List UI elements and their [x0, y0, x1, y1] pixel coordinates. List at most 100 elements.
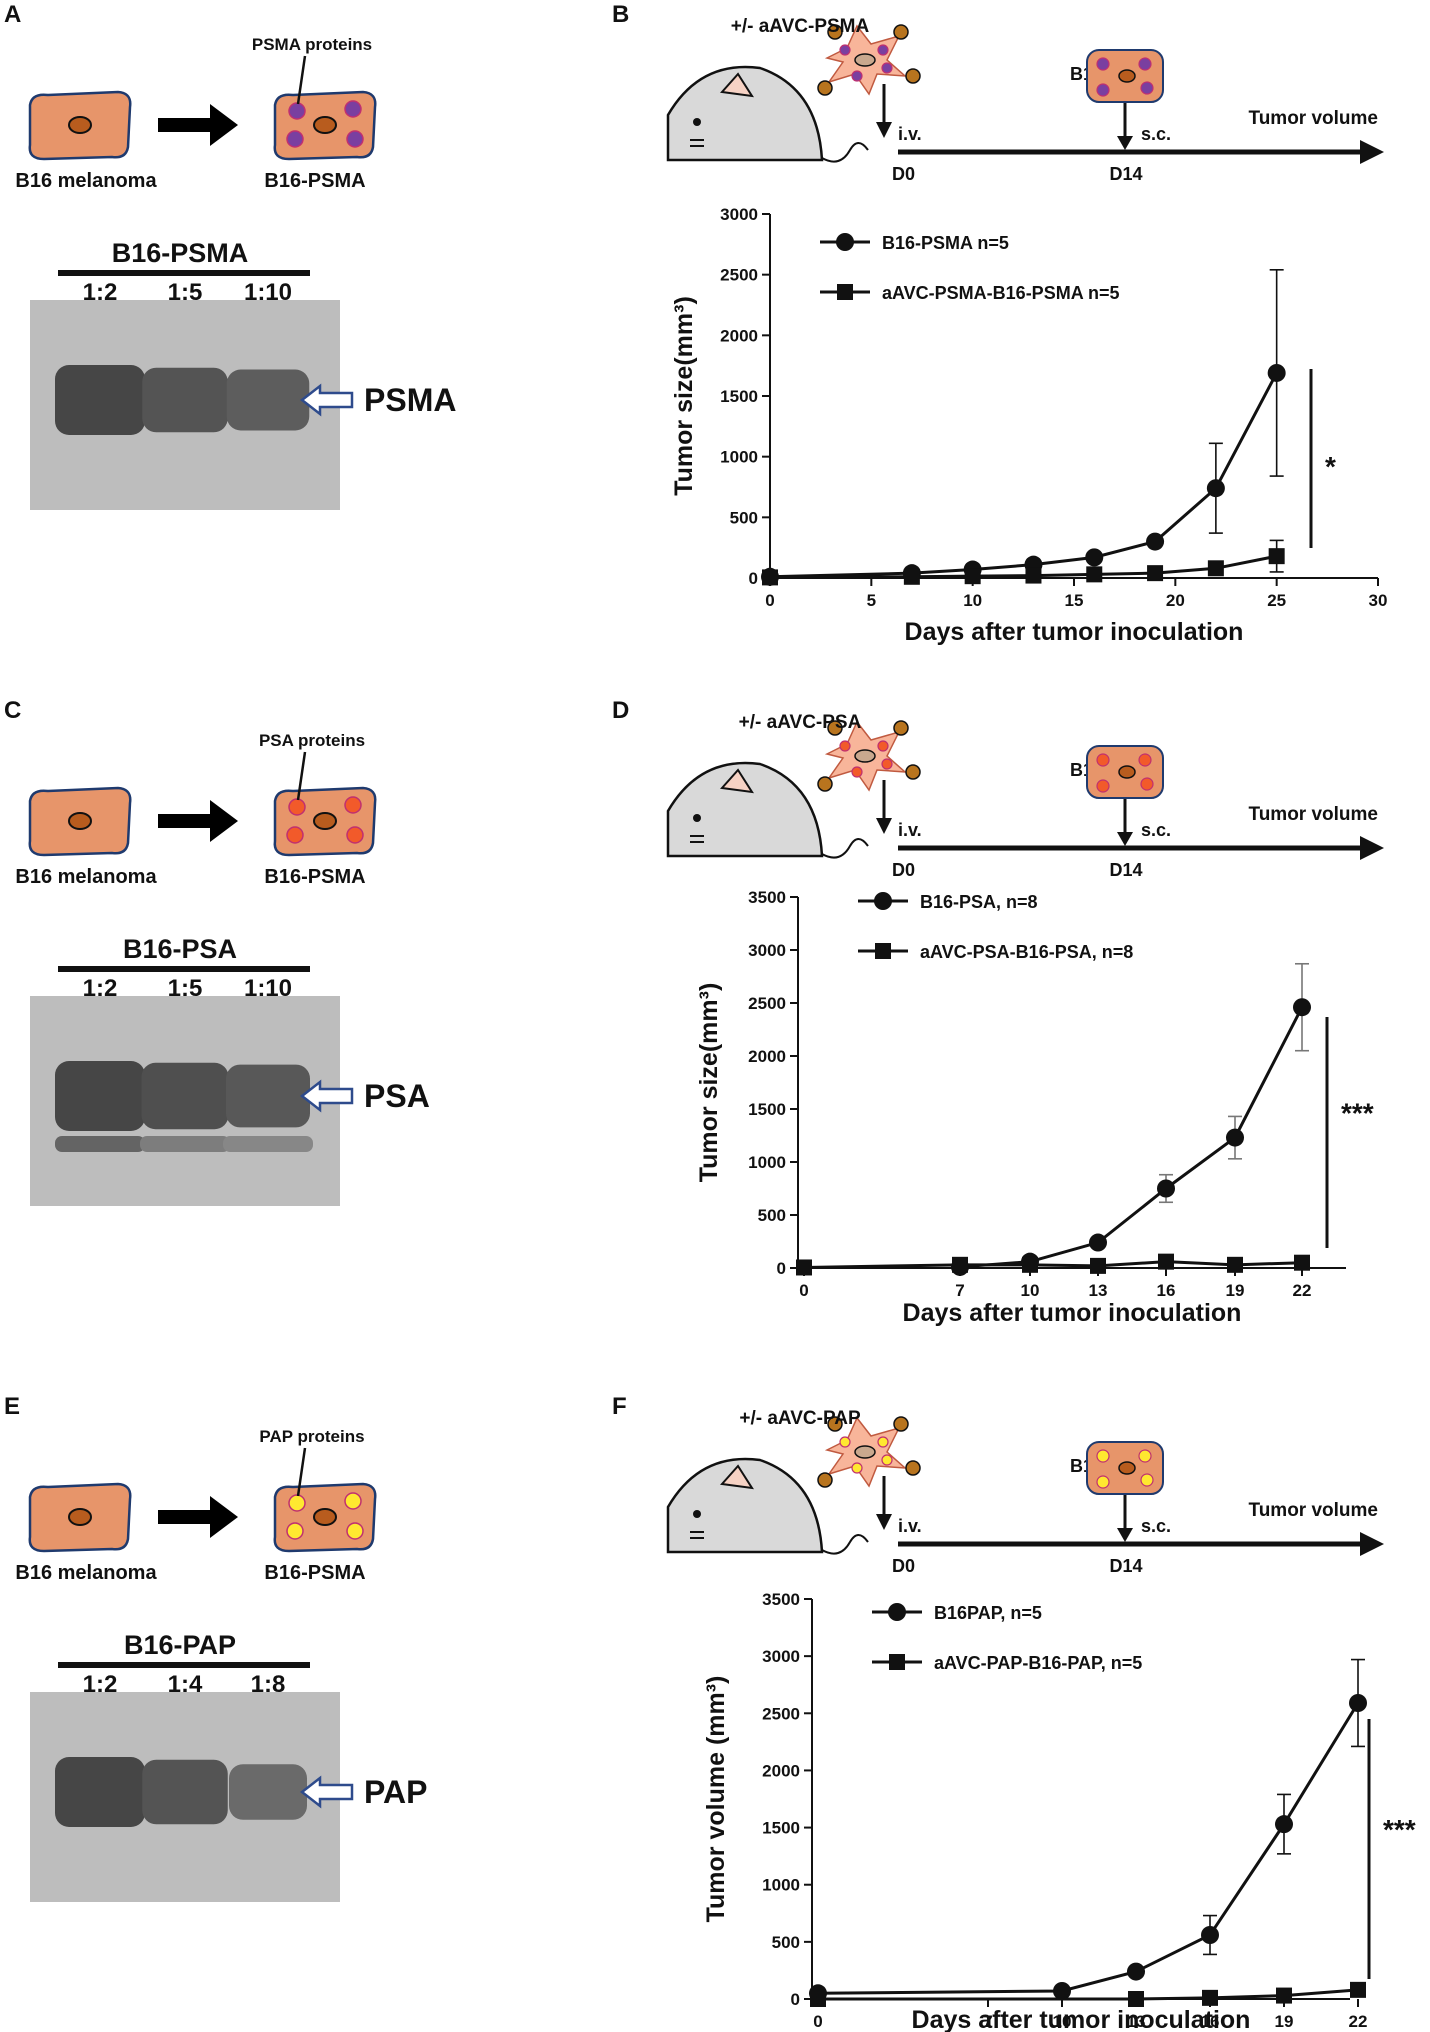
protein-dot — [286, 1522, 304, 1540]
protein-dot — [881, 62, 893, 74]
blot-band — [142, 367, 228, 433]
band-label: PSA — [364, 1078, 430, 1114]
x-tick-label: 0 — [813, 2012, 822, 2031]
cell-nucleus — [313, 812, 337, 830]
panel-letter: A — [4, 1, 21, 28]
data-point — [1128, 1991, 1144, 2007]
blot-band — [55, 1061, 145, 1131]
protein-dot — [881, 1454, 893, 1466]
pointer-line — [296, 1447, 307, 1497]
mouse-eye — [693, 1510, 701, 1518]
protein-label: PAP proteins — [259, 1427, 364, 1446]
protein-dot — [1138, 753, 1152, 767]
y-tick-label: 1000 — [720, 448, 758, 467]
data-point — [1085, 548, 1104, 567]
data-point — [1127, 1962, 1145, 1981]
readout-label: Tumor volume — [1249, 1500, 1379, 1521]
significance-mark: * — [1325, 451, 1336, 482]
y-axis-title: Tumor size(mm³) — [695, 983, 723, 1183]
vaccine-label: +/- aAVC-PSMA — [731, 16, 870, 37]
legend-label: B16-PSA, n=8 — [920, 892, 1038, 912]
data-point — [1025, 567, 1042, 584]
cell-nucleus — [68, 1508, 92, 1526]
protein-dot — [288, 798, 306, 816]
mouse-tail — [821, 838, 869, 859]
protein-dot — [286, 130, 304, 148]
data-point — [1090, 1257, 1106, 1274]
cell-nucleus — [68, 812, 92, 830]
mouse-tail — [821, 1534, 869, 1555]
y-tick-label: 2500 — [720, 266, 758, 285]
lymphocyte-icon — [827, 1416, 843, 1432]
vaccine-label: +/- aAVC-PAP — [739, 1408, 861, 1429]
mouse-tail — [821, 142, 869, 163]
mouse-ear — [720, 72, 754, 98]
blot-bar — [58, 966, 310, 972]
lane-label: 1:8 — [251, 1671, 286, 1698]
protein-dot — [1138, 57, 1152, 71]
data-point — [1201, 1926, 1219, 1944]
route-label: s.c. — [1141, 1516, 1171, 1536]
protein-label: PSA proteins — [259, 731, 365, 750]
blot-band — [55, 365, 145, 435]
timeline-arrowhead — [1360, 140, 1384, 164]
y-tick-label: 0 — [749, 569, 758, 588]
vaccine-label: +/- aAVC-PSA — [739, 712, 862, 733]
lymphocyte-icon — [893, 1416, 909, 1432]
significance-mark: *** — [1341, 1098, 1374, 1129]
protein-dot — [851, 766, 863, 778]
series-line — [959, 1006, 1304, 1269]
cell-nucleus — [1118, 69, 1136, 83]
blot-lower-band — [223, 1136, 313, 1152]
protein-dot — [1138, 1449, 1152, 1463]
series-control: B16-PSMA n=5 — [761, 233, 1286, 586]
legend-marker — [836, 233, 854, 251]
cell-nucleus — [313, 1508, 337, 1526]
day-label: D14 — [1109, 164, 1142, 184]
mouse-icon — [666, 65, 824, 162]
blot-band — [55, 1757, 145, 1827]
x-tick-label: 0 — [765, 591, 774, 610]
x-tick-label: 22 — [1293, 1281, 1312, 1300]
y-tick-label: 1000 — [748, 1153, 786, 1172]
mouse-icon — [666, 761, 824, 858]
protein-dot — [851, 1462, 863, 1474]
mouse-ear — [720, 1464, 754, 1490]
data-point — [1147, 565, 1164, 582]
lymphocyte-icon — [817, 80, 833, 96]
series-vaccinated: aAVC-PAP-B16-PAP, n=5 — [810, 1653, 1366, 2007]
lane-label: 1:2 — [83, 1671, 118, 1698]
y-tick-label: 0 — [791, 1990, 800, 2009]
cell-nucleus — [1118, 765, 1136, 779]
data-point — [1267, 363, 1286, 382]
cell-b16-melanoma — [28, 90, 132, 161]
data-point — [964, 568, 981, 585]
legend-label: aAVC-PSA-B16-PSA, n=8 — [920, 942, 1133, 962]
y-tick-label: 500 — [730, 508, 758, 527]
mouse-ear — [720, 768, 754, 794]
panel-letter: D — [612, 697, 629, 724]
day-label: D14 — [1109, 860, 1142, 880]
vaccine-nucleus — [854, 53, 876, 67]
day-label: D14 — [1109, 1556, 1142, 1576]
x-tick-label: 16 — [1157, 1281, 1176, 1300]
protein-dot — [1096, 83, 1110, 97]
legend-marker — [889, 1654, 905, 1670]
data-point — [1349, 1694, 1367, 1712]
chart-d: 0 500 1000 1500 2000 2500 3000 3500 0 7 10 13 16 19 22… — [695, 888, 1374, 1327]
data-point — [1022, 1256, 1038, 1273]
band-label: PAP — [364, 1774, 427, 1810]
x-tick-label: 10 — [1021, 1281, 1040, 1300]
blot-band — [141, 1062, 229, 1130]
protein-dot — [344, 796, 362, 814]
lane-label: 1:10 — [244, 279, 292, 306]
blot-lower-band — [55, 1136, 145, 1152]
x-tick-label: 20 — [1166, 591, 1185, 610]
cell-transfected — [273, 90, 377, 161]
day-label: D0 — [892, 860, 915, 880]
protein-dot — [877, 740, 889, 752]
data-point — [796, 1259, 812, 1276]
panel-letter: C — [4, 697, 21, 724]
data-point — [810, 1991, 826, 2007]
